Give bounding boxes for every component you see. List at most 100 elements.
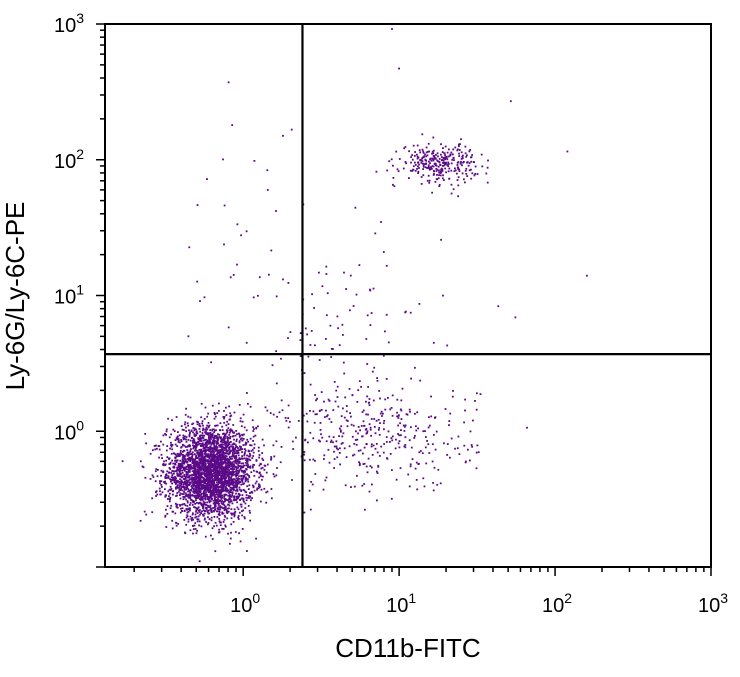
event-dot — [209, 464, 212, 467]
event-dot — [383, 420, 386, 422]
event-dot — [238, 460, 241, 463]
event-dot — [369, 289, 372, 292]
event-dot — [188, 489, 191, 492]
event-dot — [235, 456, 238, 459]
event-dot — [213, 477, 216, 480]
event-dot — [209, 447, 212, 450]
event-dot — [194, 467, 197, 470]
event-dot — [219, 482, 222, 485]
event-dot — [403, 147, 406, 150]
event-dot — [253, 428, 255, 430]
event-dot — [226, 420, 228, 423]
event-dot — [378, 390, 381, 392]
event-dot — [464, 169, 467, 172]
event-dot — [197, 438, 200, 441]
event-dot — [312, 458, 315, 461]
event-dot — [243, 454, 246, 457]
event-dot — [195, 460, 198, 463]
event-dot — [229, 488, 232, 491]
event-dot — [457, 176, 460, 179]
event-dot — [224, 483, 226, 486]
event-dot — [586, 274, 588, 277]
event-dot — [241, 420, 244, 423]
event-dot — [199, 445, 202, 447]
event-dot — [203, 460, 206, 463]
event-dot — [270, 456, 273, 458]
event-dot — [222, 158, 224, 161]
event-dot — [223, 442, 226, 444]
event-dot — [475, 408, 478, 411]
event-dot — [221, 494, 223, 497]
event-dot — [198, 498, 201, 501]
event-dot — [190, 488, 192, 491]
event-dot — [272, 413, 275, 416]
event-dot — [218, 461, 220, 464]
event-dot — [159, 480, 161, 482]
event-dot — [209, 506, 211, 509]
event-dot — [197, 496, 200, 499]
event-dot — [287, 404, 290, 407]
event-dot — [232, 274, 235, 276]
event-dot — [187, 424, 190, 427]
event-dot — [398, 67, 400, 70]
event-dot — [170, 433, 172, 436]
event-dot — [183, 510, 186, 512]
event-dot — [204, 498, 207, 500]
event-dot — [154, 480, 157, 483]
event-dot — [402, 424, 405, 427]
event-dot — [207, 449, 209, 451]
event-dot — [189, 460, 192, 463]
event-dot — [227, 459, 230, 461]
event-dot — [195, 499, 197, 502]
event-dot — [452, 390, 454, 392]
event-dot — [303, 451, 306, 453]
event-dot — [171, 448, 174, 451]
event-dot — [204, 517, 206, 520]
event-dot — [425, 436, 427, 438]
event-dot — [166, 445, 169, 447]
event-dot — [211, 404, 214, 407]
event-dot — [221, 449, 224, 451]
event-dot — [231, 488, 234, 490]
event-dot — [200, 525, 203, 528]
event-dot — [231, 467, 234, 469]
event-dot — [222, 483, 225, 486]
event-dot — [197, 454, 200, 457]
event-dot — [180, 452, 183, 455]
event-dot — [461, 155, 464, 158]
event-dot — [210, 480, 213, 482]
event-dot — [232, 487, 235, 490]
event-dot — [432, 165, 435, 168]
event-dot — [212, 490, 215, 492]
event-dot — [196, 457, 199, 459]
x-axis-tick-labels: 100 101 102 103 — [230, 590, 728, 617]
event-dot — [380, 410, 383, 413]
event-dot — [369, 428, 372, 431]
event-dot — [185, 426, 187, 429]
event-dot — [238, 445, 241, 448]
event-dot — [390, 407, 393, 409]
event-dot — [173, 465, 175, 468]
event-dot — [233, 464, 236, 466]
event-dot — [232, 465, 235, 468]
event-dot — [203, 296, 206, 299]
event-dot — [166, 512, 169, 515]
event-dot — [343, 271, 345, 274]
event-dot — [219, 437, 222, 440]
event-dot — [195, 489, 198, 492]
event-dot — [248, 452, 251, 455]
event-dot — [181, 464, 184, 467]
event-dot — [457, 168, 460, 170]
event-dot — [179, 492, 182, 495]
event-dot — [262, 475, 264, 478]
event-dot — [242, 413, 245, 416]
event-dot — [204, 428, 207, 431]
event-dot — [451, 395, 454, 398]
event-dot — [206, 439, 209, 442]
event-dot — [237, 454, 240, 457]
event-dot — [451, 158, 454, 161]
event-dot — [189, 507, 191, 510]
event-dot — [155, 490, 158, 493]
event-dot — [214, 491, 217, 494]
event-dot — [323, 400, 325, 403]
